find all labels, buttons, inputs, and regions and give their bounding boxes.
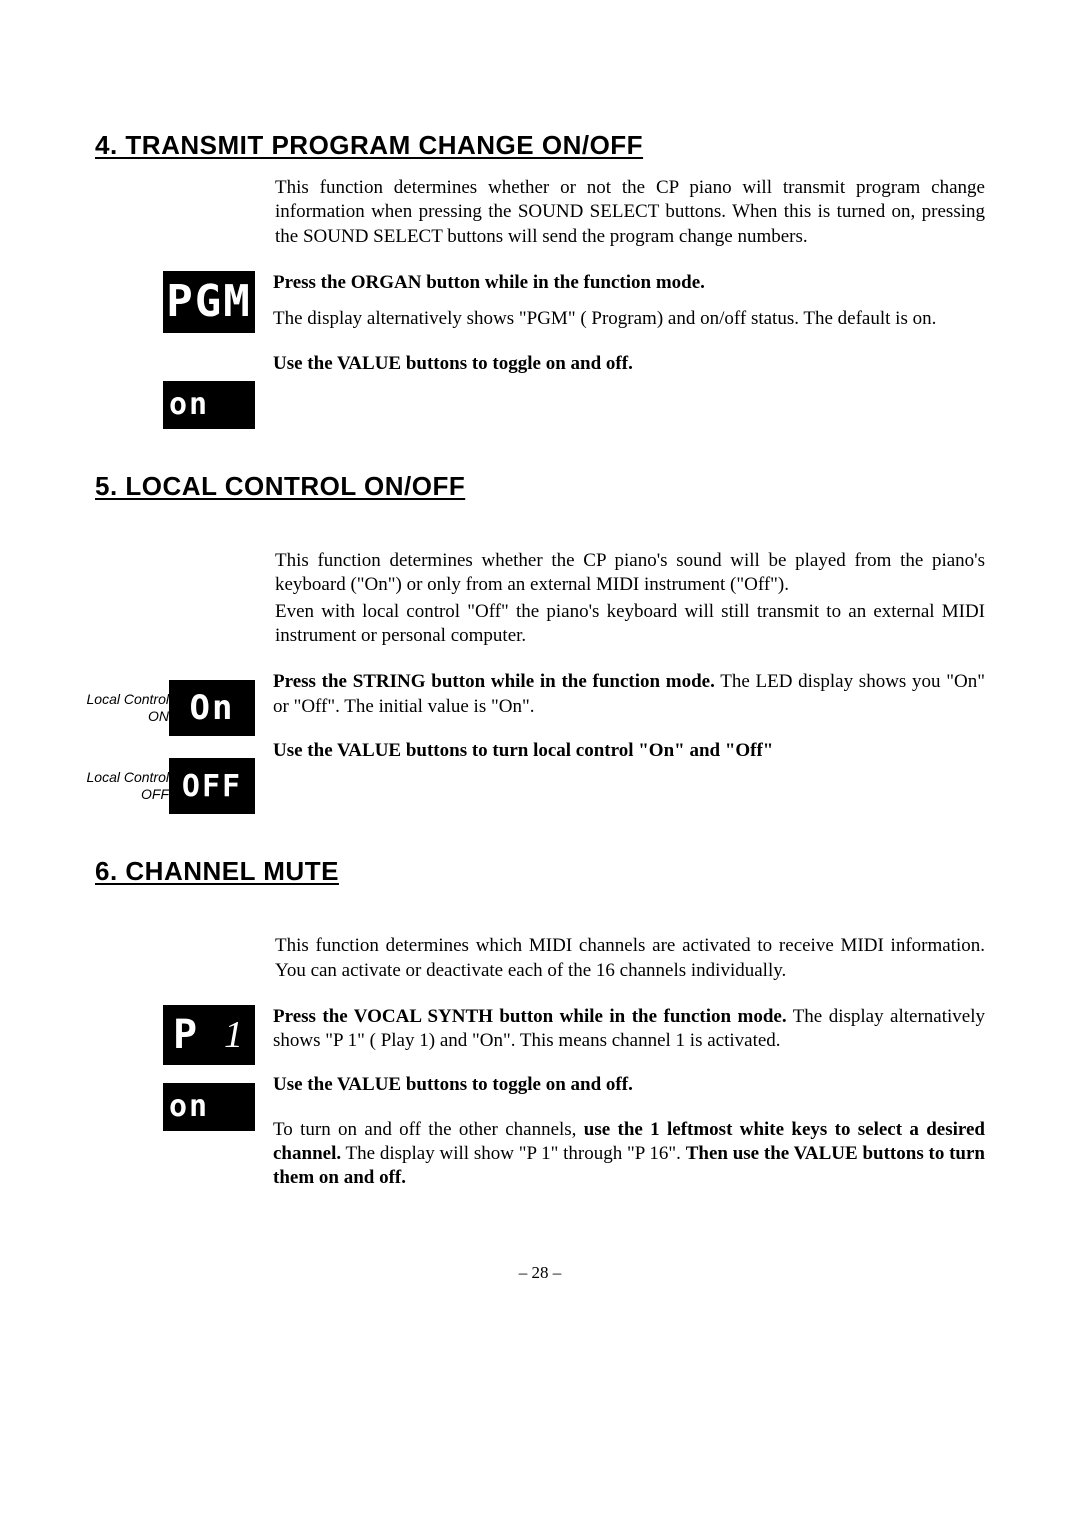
body-text: To turn on and off the other channels, — [273, 1119, 584, 1140]
lcd-display-on-2: on — [163, 1083, 255, 1131]
section-4-figure-col: PGM on — [95, 271, 255, 429]
bold-text: Press the VOCAL SYNTH button while in th… — [273, 1006, 787, 1027]
local-control-off-label: Local Control OFF — [79, 769, 169, 803]
local-control-on-figure: Local Control ON On — [79, 680, 255, 736]
section-6-intro: This function determines which MIDI chan… — [275, 934, 985, 983]
section-6-step3: To turn on and off the other channels, u… — [273, 1118, 985, 1191]
section-5-step2: Use the VALUE buttons to turn local cont… — [273, 739, 985, 763]
section-4-step1-body: The display alternatively shows "PGM" ( … — [273, 307, 985, 331]
local-control-on-label: Local Control ON — [79, 691, 169, 725]
section-5-intro2: Even with local control "Off" the piano'… — [275, 600, 985, 649]
section-5-heading: 5. LOCAL CONTROL ON/OFF — [95, 471, 985, 502]
label-text: Local Control — [87, 691, 170, 707]
label-text: ON — [148, 708, 169, 724]
section-5-figure-col: Local Control ON On Local Control OFF OF… — [95, 670, 255, 814]
section-5-step1: Press the STRING button while in the fun… — [273, 670, 985, 719]
lcd-display-on: on — [163, 381, 255, 429]
page-number: – 28 – — [95, 1263, 985, 1283]
lcd-display-pgm: PGM — [163, 271, 255, 333]
lcd-display-p1: P 1 — [163, 1005, 255, 1065]
body-text: The display will show "P 1" through "P 1… — [341, 1143, 686, 1164]
section-6-step1: Press the VOCAL SYNTH button while in th… — [273, 1005, 985, 1054]
section-6-figure-col: P 1 on — [95, 1005, 255, 1131]
lcd-display-local-off: OFF — [169, 758, 255, 814]
lcd-right-char: 1 — [224, 1013, 245, 1057]
bold-text: Press the STRING button while in the fun… — [273, 671, 715, 692]
label-text: OFF — [141, 786, 169, 802]
lcd-left-char: P — [173, 1012, 199, 1058]
section-5-intro1: This function determines whether the CP … — [275, 549, 985, 598]
label-text: Local Control — [87, 769, 170, 785]
section-6-heading: 6. CHANNEL MUTE — [95, 856, 985, 887]
section-4-step1-bold: Press the ORGAN button while in the func… — [273, 271, 985, 295]
manual-page: 4. TRANSMIT PROGRAM CHANGE ON/OFF This f… — [0, 0, 1080, 1343]
section-4-step2-bold: Use the VALUE buttons to toggle on and o… — [273, 352, 985, 376]
section-4-intro: This function determines whether or not … — [275, 176, 985, 249]
lcd-display-local-on: On — [169, 680, 255, 736]
section-4-heading: 4. TRANSMIT PROGRAM CHANGE ON/OFF — [95, 130, 985, 161]
section-6-step2: Use the VALUE buttons to toggle on and o… — [273, 1073, 985, 1097]
local-control-off-figure: Local Control OFF OFF — [79, 758, 255, 814]
